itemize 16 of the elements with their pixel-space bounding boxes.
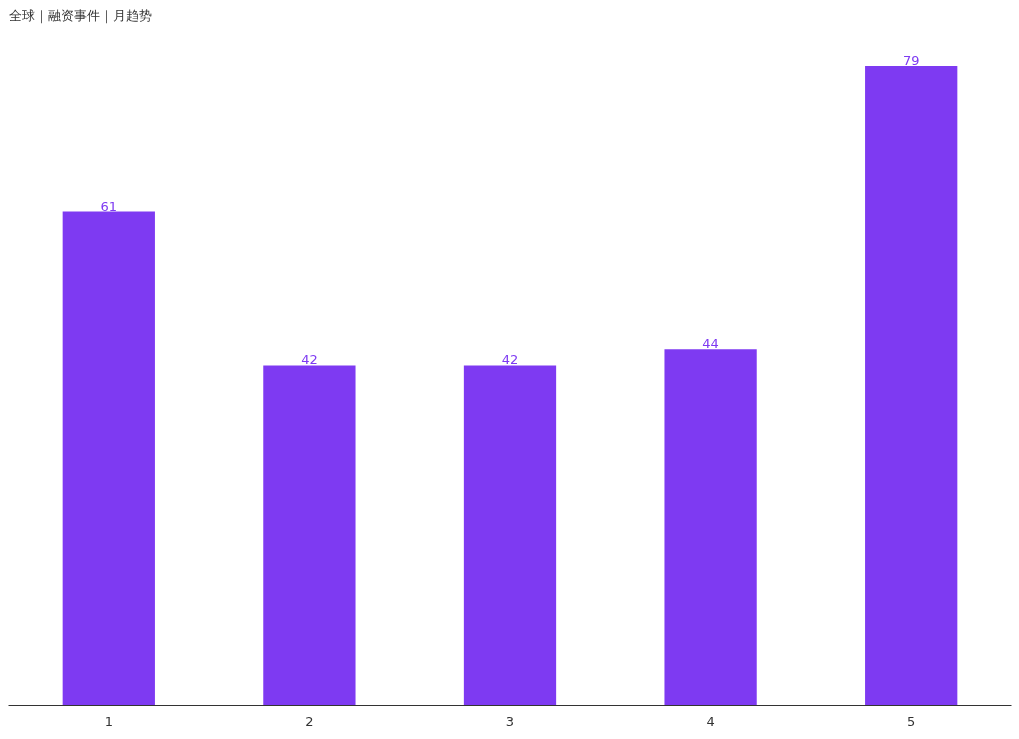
x-tick-label: 3 xyxy=(505,713,515,729)
x-tick-label: 4 xyxy=(706,713,715,729)
bar xyxy=(865,65,958,706)
data-label: 79 xyxy=(902,52,920,68)
bar xyxy=(62,211,155,706)
x-tick-label: 1 xyxy=(104,713,113,729)
bar xyxy=(463,365,557,706)
x-tick-label: 5 xyxy=(907,713,916,729)
data-label: 44 xyxy=(702,336,719,352)
data-label: 42 xyxy=(301,352,318,368)
bar xyxy=(263,365,356,706)
chart-title: 全球｜融资事件｜月趋势 xyxy=(8,7,152,24)
bar xyxy=(664,349,757,706)
data-label: 42 xyxy=(501,352,519,368)
x-tick-label: 2 xyxy=(305,713,314,729)
data-label: 61 xyxy=(100,198,118,214)
